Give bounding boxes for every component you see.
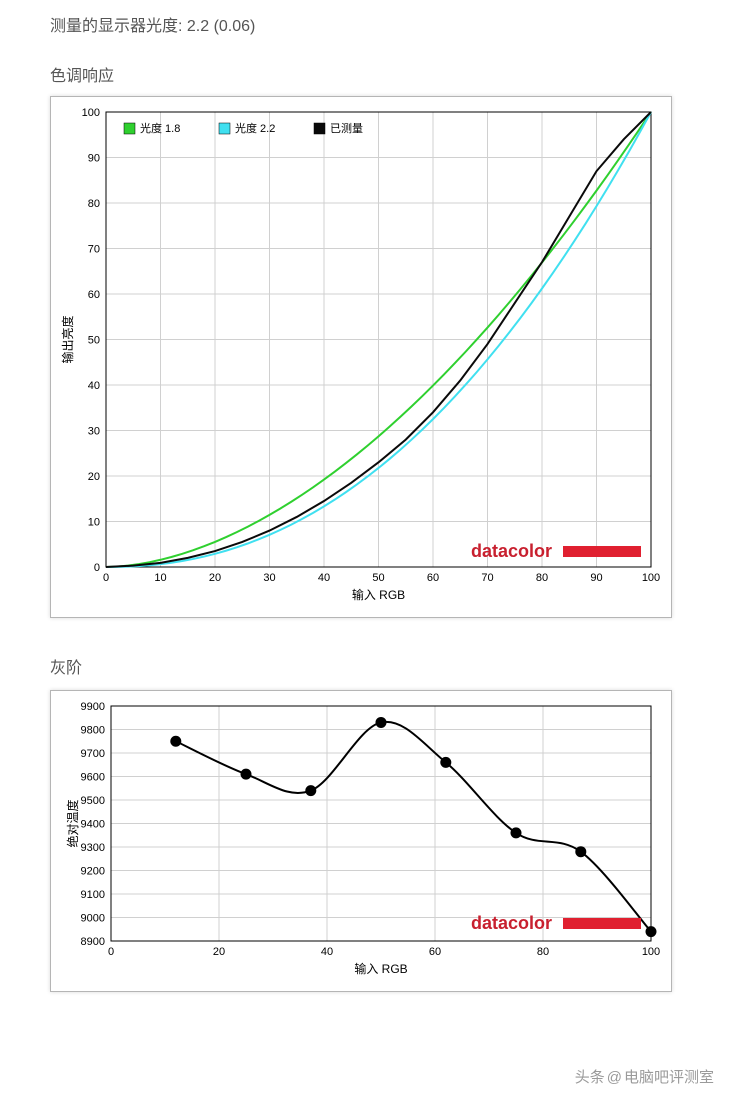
svg-text:0: 0 [94, 562, 100, 574]
tone-response-chart: 0 10 20 30 40 50 60 70 80 90 100 0 10 20 30 40 50 60 70 80 9… [50, 96, 672, 618]
grayscale-chart: 0 20 40 60 80 100 8900 9000 9100 9200 9300 9400 9500… [50, 690, 672, 992]
svg-text:20: 20 [88, 471, 100, 483]
svg-text:9800: 9800 [81, 725, 105, 737]
svg-text:绝对温度: 绝对温度 [65, 799, 80, 847]
page-root: 测量的显示器光度: 2.2 (0.06) 色调响应 0 10 20 30 40 50 60 7… [0, 0, 750, 1105]
svg-text:60: 60 [427, 572, 439, 584]
svg-text:30: 30 [88, 426, 100, 438]
svg-text:0: 0 [103, 572, 109, 584]
svg-text:40: 40 [318, 572, 330, 584]
svg-text:20: 20 [209, 572, 221, 584]
svg-text:datacolor: datacolor [471, 541, 552, 561]
svg-text:9000: 9000 [81, 913, 105, 925]
grayscale-svg: 0 20 40 60 80 100 8900 9000 9100 9200 9300 9400 9500… [51, 691, 671, 991]
svg-text:9900: 9900 [81, 701, 105, 713]
svg-text:10: 10 [88, 517, 100, 529]
svg-text:40: 40 [88, 380, 100, 392]
svg-text:0: 0 [108, 946, 114, 958]
svg-text:100: 100 [642, 572, 660, 584]
svg-text:输入 RGB: 输入 RGB [352, 587, 405, 602]
watermark-prefix: 头条 [575, 1069, 605, 1086]
svg-text:30: 30 [263, 572, 275, 584]
svg-text:9100: 9100 [81, 889, 105, 901]
section-title-tone: 色调响应 [50, 62, 114, 86]
watermark-name: 电脑吧评测室 [624, 1069, 714, 1086]
svg-text:50: 50 [88, 335, 100, 347]
svg-text:光度 2.2: 光度 2.2 [235, 121, 275, 135]
svg-text:光度 1.8: 光度 1.8 [140, 121, 180, 135]
svg-text:60: 60 [429, 946, 441, 958]
at-icon: @ [607, 1069, 622, 1086]
gamma-readout: 测量的显示器光度: 2.2 (0.06) [50, 12, 255, 36]
svg-text:90: 90 [590, 572, 602, 584]
svg-text:9300: 9300 [81, 842, 105, 854]
svg-text:80: 80 [537, 946, 549, 958]
svg-text:9600: 9600 [81, 772, 105, 784]
section-title-grayscale: 灰阶 [50, 654, 82, 678]
svg-text:60: 60 [88, 289, 100, 301]
svg-text:9400: 9400 [81, 819, 105, 831]
svg-text:输入 RGB: 输入 RGB [354, 961, 407, 976]
svg-text:20: 20 [213, 946, 225, 958]
svg-text:datacolor: datacolor [471, 913, 552, 933]
svg-text:100: 100 [82, 107, 100, 119]
svg-text:9200: 9200 [81, 866, 105, 878]
svg-text:输出亮度: 输出亮度 [60, 315, 75, 363]
svg-text:10: 10 [154, 572, 166, 584]
svg-text:8900: 8900 [81, 936, 105, 948]
svg-text:80: 80 [88, 198, 100, 210]
svg-text:80: 80 [536, 572, 548, 584]
svg-text:9700: 9700 [81, 748, 105, 760]
svg-text:40: 40 [321, 946, 333, 958]
svg-text:90: 90 [88, 153, 100, 165]
svg-text:已测量: 已测量 [330, 122, 363, 135]
svg-text:50: 50 [372, 572, 384, 584]
tone-response-svg: 0 10 20 30 40 50 60 70 80 90 100 0 10 20 30 40 50 60 70 80 9… [51, 97, 671, 617]
svg-text:70: 70 [481, 572, 493, 584]
svg-text:100: 100 [642, 946, 660, 958]
svg-text:70: 70 [88, 244, 100, 256]
svg-text:9500: 9500 [81, 795, 105, 807]
watermark: 头条@电脑吧评测室 [575, 1066, 714, 1087]
